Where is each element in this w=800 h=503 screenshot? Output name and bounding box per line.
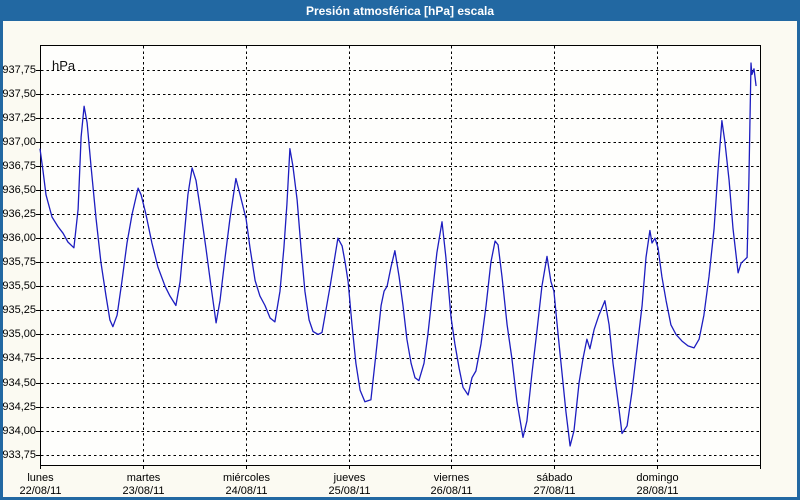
y-axis-label: 937,50 [2, 88, 36, 100]
x-axis-day-label: jueves 25/08/11 [295, 472, 405, 498]
chart-area: hPa 937,75 937,50 937,25 937,00 936,75 936,50… [0, 19, 800, 503]
y-axis-label: 935,75 [2, 256, 36, 268]
y-axis-unit-label: hPa [52, 58, 76, 73]
x-axis-day-date: 28/08/11 [636, 485, 679, 497]
x-axis-day-name: jueves [333, 472, 366, 484]
y-axis-label: 937,75 [2, 64, 36, 76]
plot-canvas [36, 45, 761, 469]
chart-title: Presión atmosférica [hPa] escala [305, 4, 495, 18]
x-axis-day-name: lunes [27, 472, 54, 484]
y-axis-label: 936,75 [2, 160, 36, 172]
plot-frame [40, 45, 761, 466]
x-axis-day-label: martes 23/08/11 [89, 472, 199, 498]
y-axis-label: 935,00 [2, 328, 36, 340]
y-axis-label: 934,75 [2, 352, 36, 364]
pressure-line [39, 62, 757, 447]
x-axis-day-name: martes [126, 472, 161, 484]
x-axis-day-label: sábado 27/08/11 [500, 472, 610, 498]
x-axis-day-label: lunes 22/08/11 [0, 472, 96, 498]
x-axis-day-date: 23/08/11 [122, 485, 165, 497]
y-axis-label: 936,25 [2, 208, 36, 220]
x-axis-day-label: miércoles 24/08/11 [192, 472, 302, 498]
y-axis-label: 935,25 [2, 304, 36, 316]
x-axis-day-name: domingo [636, 472, 679, 484]
x-axis-day-name: miércoles [222, 472, 271, 484]
y-axis-label: 936,50 [2, 184, 36, 196]
x-axis-day-date: 24/08/11 [225, 485, 268, 497]
title-bar: Presión atmosférica [hPa] escala [0, 2, 800, 21]
x-axis-day-label: viernes 26/08/11 [397, 472, 507, 498]
y-axis-label: 934,00 [2, 425, 36, 437]
y-axis-label: 934,25 [2, 401, 36, 413]
x-axis-day-date: 22/08/11 [19, 485, 62, 497]
x-axis-day-name: sábado [536, 472, 573, 484]
y-axis-label: 936,00 [2, 232, 36, 244]
y-axis-label: 937,00 [2, 136, 36, 148]
y-axis-label: 934,50 [2, 377, 36, 389]
x-axis-day-date: 25/08/11 [328, 485, 371, 497]
x-axis-day-date: 26/08/11 [430, 485, 473, 497]
y-axis-label: 935,50 [2, 280, 36, 292]
x-axis-day-label: domingo 28/08/11 [603, 472, 713, 498]
y-axis-label: 933,75 [2, 449, 36, 461]
x-axis-day-date: 27/08/11 [533, 485, 576, 497]
x-axis-day-name: viernes [433, 472, 470, 484]
y-axis-label: 937,25 [2, 112, 36, 124]
